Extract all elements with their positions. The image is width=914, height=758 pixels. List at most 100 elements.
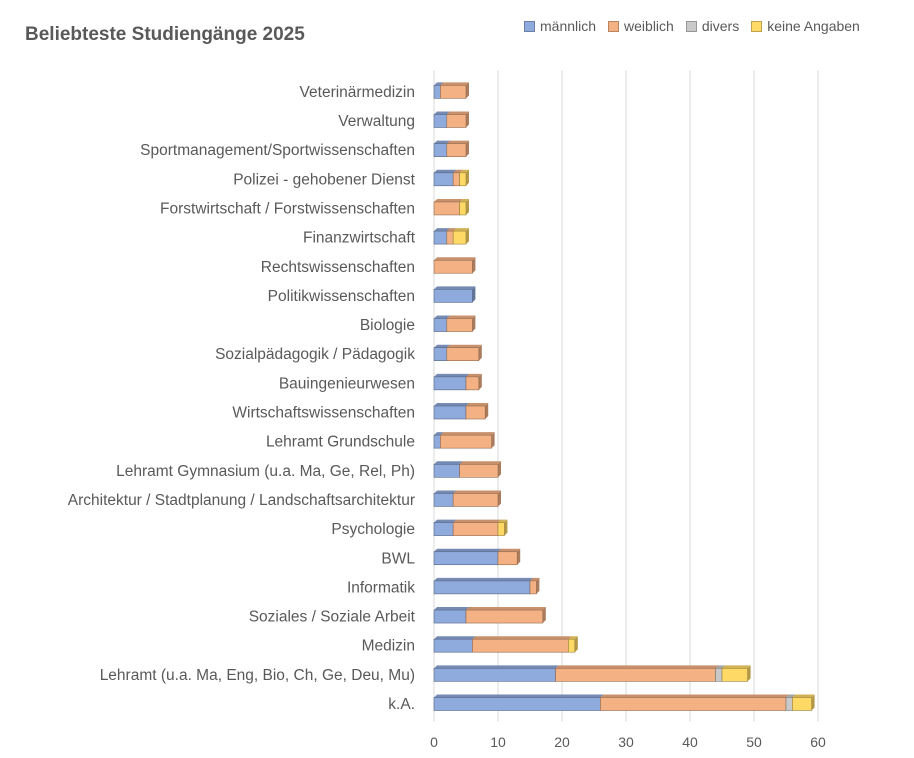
bar-segment-top — [459, 198, 469, 202]
legend-item-divers: divers — [685, 18, 739, 34]
bar-segment-side — [478, 373, 482, 390]
bar-segment-top — [722, 665, 751, 669]
bar-segment — [433, 143, 448, 157]
bar-segment — [452, 230, 467, 245]
bar-segment-side — [466, 198, 469, 215]
x-tick-label: 50 — [746, 734, 762, 750]
bar-segment-side — [466, 140, 469, 157]
legend-swatch-keine-angaben — [751, 20, 763, 32]
bar-segment-top — [434, 577, 533, 581]
category-label: Wirtschaftswissenschaften — [232, 405, 415, 422]
bar-segment-top — [466, 607, 546, 611]
bar-segment-top — [434, 519, 457, 523]
category-label: Politikwissenschaften — [268, 288, 415, 305]
x-tick-label: 60 — [810, 734, 826, 750]
bar-segment-top — [434, 315, 450, 319]
legend-swatch-divers — [685, 20, 697, 32]
bar-segment-top — [434, 286, 476, 290]
category-label: Rechtswissenschaften — [261, 259, 415, 276]
category-label: Sozialpädagogik / Pädagogik — [215, 346, 415, 363]
bar-segment-top — [434, 403, 469, 406]
bar-segment — [452, 493, 499, 507]
bar-segment — [459, 201, 467, 216]
bar-segment — [433, 172, 454, 187]
bar-segment-top — [453, 519, 501, 523]
bar-segment-top — [434, 607, 469, 611]
bar-segment-top — [459, 169, 469, 173]
bar-segment-side — [498, 490, 501, 507]
category-label: Forstwirtschaft / Forstwissenschaften — [160, 200, 415, 217]
bar-segment — [440, 434, 492, 449]
category-label: Polizei - gehobener Dienst — [233, 171, 415, 188]
bar-segment-top — [434, 694, 604, 698]
bar-segment-top — [434, 490, 457, 494]
bar-segment-side — [498, 461, 501, 478]
bar-segment-top — [453, 169, 463, 173]
bar-segment — [446, 230, 454, 245]
bar-segment-top — [434, 373, 469, 377]
bar-segment — [465, 609, 544, 624]
bar-segment — [568, 638, 576, 653]
legend-swatch-weiblich — [608, 20, 620, 32]
legend-item-maennlich: männlich — [524, 18, 596, 34]
bar-segment-top — [434, 665, 559, 669]
bar-segment-side — [472, 257, 476, 274]
bar-segment-top — [446, 140, 469, 144]
bar-segment-side — [517, 548, 521, 565]
bar-segment-side — [747, 665, 751, 682]
category-label: Lehramt Gymnasium (u.a. Ma, Ge, Rel, Ph) — [116, 463, 415, 480]
bar-segment — [433, 201, 460, 216]
category-label: Soziales / Soziale Arbeit — [249, 609, 416, 626]
bar-segment-top — [786, 694, 796, 698]
bar-segment-top — [434, 140, 450, 144]
category-label: Sportmanagement/Sportwissenschaften — [140, 142, 415, 159]
legend-label-keine-angaben: keine Angaben — [767, 18, 860, 34]
bar-segment-top — [459, 461, 501, 465]
bar-segment-side — [466, 228, 469, 245]
bar-segment-side — [485, 403, 489, 419]
x-tick-label: 0 — [430, 734, 438, 750]
bar-segment — [440, 85, 467, 99]
bar-segment-top — [434, 548, 501, 552]
bar-segment-side — [472, 286, 476, 303]
category-label: Lehramt (u.a. Ma, Eng, Bio, Ch, Ge, Deu,… — [100, 667, 415, 684]
bar-segment — [446, 347, 480, 362]
bar-segment — [446, 114, 467, 128]
category-label: Psychologie — [331, 521, 415, 538]
bar-segment — [433, 668, 556, 682]
bar-segment-top — [434, 636, 476, 640]
bar-segment-top — [472, 636, 572, 640]
bar-segment-top — [466, 373, 482, 377]
bar-segment-top — [498, 519, 508, 523]
legend-label-weiblich: weiblich — [624, 18, 674, 34]
bar-segment-top — [434, 461, 463, 465]
bar-segment — [446, 143, 467, 157]
bar-segment — [497, 522, 505, 536]
bar-segment — [497, 551, 518, 566]
bar-segment-top — [434, 198, 463, 202]
bar-segment — [433, 580, 531, 595]
x-tick-label: 20 — [554, 734, 570, 750]
bar-segment — [600, 697, 787, 711]
bar-segment — [433, 405, 467, 420]
bar-segment-top — [568, 636, 578, 640]
bar-segment — [459, 463, 499, 478]
bar-segment — [433, 697, 601, 711]
bar-segment-top — [600, 694, 789, 698]
category-label: Finanzwirtschaft — [303, 230, 416, 247]
category-label: Bauingenieurwesen — [279, 375, 415, 392]
bar-segment — [459, 172, 467, 187]
bar-segment — [785, 697, 793, 711]
legend: männlich weiblich divers keine Angaben — [524, 18, 860, 34]
bar-segment — [446, 318, 473, 332]
bar-segment-top — [434, 111, 450, 115]
bar-segment-side — [574, 636, 578, 653]
bar-segment — [433, 638, 473, 653]
bar-segment — [433, 85, 441, 99]
bar-segment-side — [466, 111, 469, 128]
category-label: BWL — [381, 550, 415, 567]
category-label: Informatik — [347, 579, 415, 596]
bar-segment — [433, 318, 448, 332]
bar-segment — [465, 405, 486, 420]
legend-swatch-maennlich — [524, 20, 535, 32]
